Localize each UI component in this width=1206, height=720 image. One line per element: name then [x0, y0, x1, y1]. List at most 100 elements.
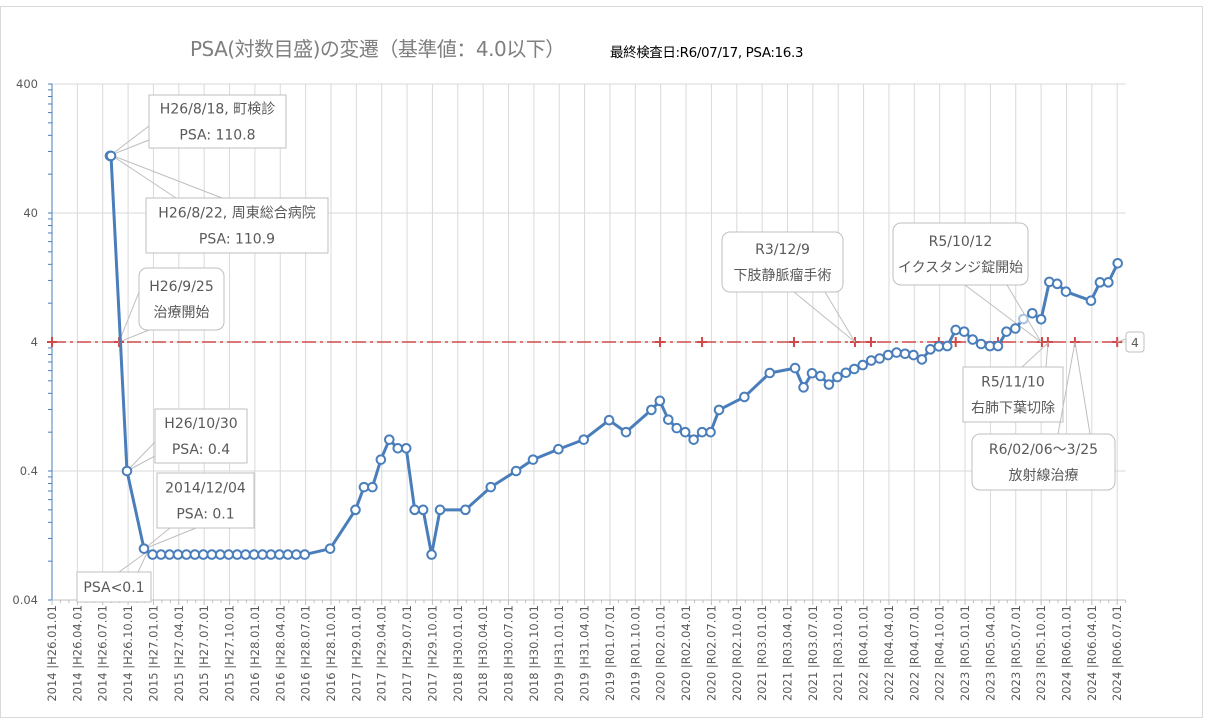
- data-point: [291, 549, 302, 560]
- x-tick-label: 2017 |H29.04.01: [375, 605, 389, 702]
- callout-leader: [118, 550, 149, 573]
- x-tick-label: 2014 |H26.10.01: [121, 605, 135, 702]
- data-point: [350, 504, 361, 516]
- data-point: [916, 354, 928, 365]
- reference-value-label: 4: [1116, 331, 1145, 353]
- x-tick-label: 2024 |R06.07.01: [1110, 605, 1124, 701]
- data-point: [891, 347, 902, 358]
- callout-text: PSA<0.1: [83, 580, 144, 596]
- x-tick-label: 2016 |H28.07.01: [299, 605, 313, 702]
- data-point: [324, 543, 336, 554]
- x-tick-label: 2017 |H29.01.01: [349, 605, 363, 702]
- data-point: [798, 382, 809, 393]
- callout-leader: [126, 441, 156, 472]
- data-point: [646, 404, 657, 416]
- data-point: [426, 549, 437, 560]
- data-point: [214, 549, 226, 560]
- x-tick-label: 2023 |R05.07.01: [1009, 605, 1023, 701]
- x-tick-label: 2023 |R05.10.01: [1034, 605, 1048, 701]
- x-tick-label: 2015 |H27.10.01: [223, 605, 237, 702]
- data-point: [713, 404, 725, 416]
- data-point: [1085, 295, 1097, 307]
- annotation-xtandi-start: R5/10/12 イクスタンジ錠開始: [892, 222, 1042, 343]
- data-point: [992, 340, 1004, 352]
- reference-plus-marker: [655, 337, 666, 347]
- callout-box: [962, 366, 1064, 423]
- data-point: [155, 549, 167, 560]
- data-point: [434, 504, 446, 516]
- data-point: [899, 348, 911, 360]
- callout-text: 2014/12/04: [165, 481, 246, 497]
- data-point: [274, 549, 285, 560]
- x-tick-label: 2019 |H31.04.01: [578, 605, 592, 702]
- data-point: [105, 150, 117, 162]
- annotation-hospital: H26/8/22, 周東総合病院 PSA: 110.9: [110, 154, 329, 254]
- annotation-radiation-therapy: R6/02/06～3/25 放射線治療: [971, 341, 1116, 491]
- data-point: [367, 481, 378, 493]
- x-tick-label: 2023 |R05.01.01: [958, 605, 972, 701]
- data-point: [857, 359, 869, 371]
- x-tick-label: 2022 |R04.04.01: [882, 605, 896, 701]
- data-point: [198, 549, 209, 560]
- data-point: [231, 549, 243, 560]
- data-point: [840, 367, 852, 379]
- annotation-town-checkup: H26/8/18, 町検診 PSA: 110.8: [110, 94, 287, 156]
- x-tick-label: 2022 |R04.07.01: [907, 605, 921, 701]
- data-point: [1035, 313, 1047, 325]
- x-tick-label: 2014 |H26.01.01: [45, 605, 59, 702]
- data-point: [908, 349, 919, 361]
- x-tick-label: 2019 |R01.10.01: [628, 605, 642, 701]
- data-point: [223, 549, 234, 560]
- callout-text: H26/10/30: [164, 416, 237, 432]
- x-tick-label: 2018 |H30.10.01: [527, 605, 541, 702]
- data-point: [958, 326, 970, 337]
- y-tick-label: 0.4: [20, 464, 38, 478]
- data-point: [578, 434, 590, 445]
- chart-title: PSA(対数目盛)の変遷（基準値：4.0以下）: [190, 37, 565, 61]
- data-point: [460, 504, 471, 516]
- reference-plus-marker: [47, 337, 57, 347]
- y-tick-label: 40: [23, 206, 38, 220]
- data-point: [764, 367, 776, 379]
- data-point: [1027, 307, 1038, 319]
- data-point: [1018, 313, 1029, 325]
- callout-box: [156, 472, 255, 529]
- callout-text: PSA: 0.4: [172, 442, 230, 458]
- callout-text: R3/12/9: [755, 242, 810, 258]
- data-point: [257, 549, 268, 560]
- callout-leader: [110, 125, 150, 156]
- reference-value-text: 4: [1131, 336, 1139, 350]
- chart-subtitle: 最終検査日:R6/07/17, PSA:16.3: [610, 45, 804, 61]
- callout-text: R5/11/10: [981, 375, 1045, 391]
- data-point: [739, 391, 750, 403]
- data-point: [789, 362, 801, 374]
- callout-text: H26/8/22, 周東総合病院: [158, 206, 315, 222]
- x-tick-label: 2015 |H27.04.01: [172, 605, 186, 702]
- callout-box: [138, 267, 225, 331]
- x-tick-label: 2016 |H28.04.01: [273, 605, 287, 702]
- data-point: [941, 340, 953, 352]
- data-point: [925, 344, 936, 355]
- data-point: [240, 549, 251, 560]
- annotation-vein-surgery: R3/12/9 下肢静脈瘤手術: [721, 231, 856, 343]
- data-point: [409, 504, 420, 516]
- callout-text: 治療開始: [154, 304, 210, 321]
- data-point: [282, 549, 294, 560]
- data-point: [1103, 277, 1114, 288]
- data-point: [485, 481, 497, 493]
- callout-text: PSA: 110.9: [199, 232, 275, 248]
- data-point: [662, 414, 674, 425]
- data-point: [358, 481, 370, 493]
- data-point: [832, 371, 843, 383]
- callout-box: [971, 433, 1116, 491]
- callout-text: R6/02/06～3/25: [989, 442, 1098, 458]
- y-tick-label: 0.04: [12, 593, 38, 607]
- callout-leader: [1116, 338, 1127, 343]
- annotations-layer: H26/8/18, 町検診 PSA: 110.8 H26/8/22, 周東総合病院 P…: [76, 94, 1116, 603]
- x-tick-label: 2015 |H27.01.01: [146, 605, 160, 702]
- callout-box: [1125, 331, 1145, 353]
- annotation-treatment-start: H26/9/25 治療開始: [118, 267, 225, 343]
- data-point: [882, 349, 894, 361]
- data-point: [696, 426, 708, 438]
- x-tick-label: 2021 |R03.04.01: [780, 605, 794, 701]
